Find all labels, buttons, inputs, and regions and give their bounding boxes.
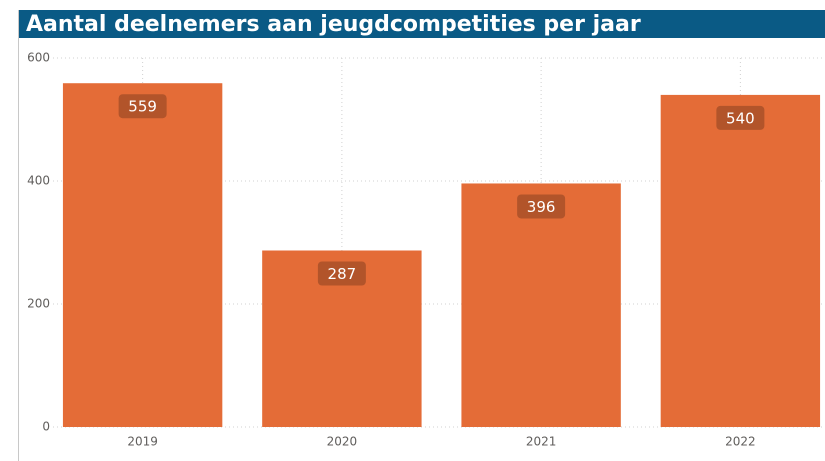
bar (62, 83, 223, 427)
value-label: 559 (128, 98, 157, 116)
y-tick-label: 600 (27, 51, 50, 65)
title-bar (18, 10, 825, 38)
value-label: 287 (328, 265, 357, 283)
bar (262, 250, 422, 427)
x-tick-label: 2019 (127, 435, 158, 449)
y-tick-label: 0 (42, 420, 50, 434)
value-label: 540 (726, 109, 755, 127)
bar (660, 94, 821, 428)
chart-title: Aantal deelnemers aan jeugdcompetities p… (26, 12, 641, 37)
value-label-box (716, 105, 765, 130)
bar (461, 183, 621, 427)
y-tick-label: 400 (27, 174, 50, 188)
value-label: 396 (527, 198, 556, 216)
x-tick-label: 2021 (526, 435, 557, 449)
x-tick-label: 2020 (327, 435, 358, 449)
y-tick-label: 200 (27, 297, 50, 311)
value-label-box (317, 261, 366, 286)
value-label-box (517, 194, 566, 219)
value-label-box (118, 94, 167, 119)
x-tick-label: 2022 (725, 435, 756, 449)
